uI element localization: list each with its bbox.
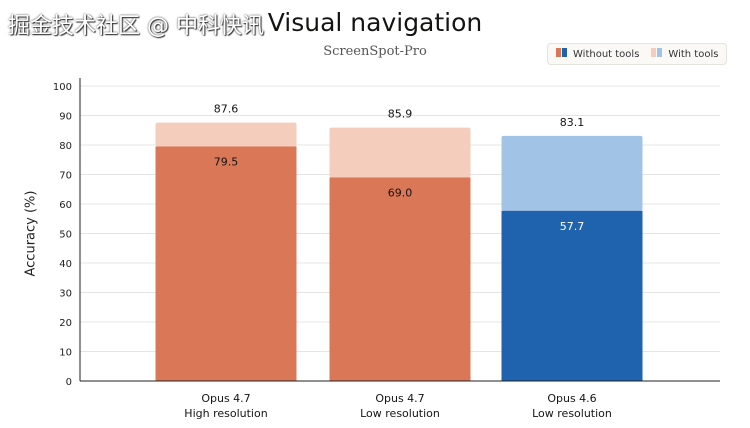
- y-tick-label: 50: [59, 230, 72, 241]
- data-label-without-tools: 79.5: [214, 155, 239, 168]
- x-tick-label-line1: Opus 4.7: [375, 392, 424, 405]
- data-label-with-tools: 85.9: [388, 108, 413, 121]
- y-tick-label: 30: [59, 289, 72, 300]
- y-tick-label: 80: [59, 141, 72, 152]
- chart-subtitle: ScreenSpot-Pro: [323, 44, 427, 59]
- bar-without-tools: [329, 177, 471, 381]
- data-label-without-tools: 57.7: [560, 220, 585, 233]
- legend: Without tools With tools: [547, 43, 728, 65]
- bar-without-tools: [501, 210, 643, 381]
- x-tick-label-line2: High resolution: [184, 407, 267, 420]
- watermark: 掘金技术社区 @ 中科快讯: [8, 14, 264, 39]
- bar-with-tools: [329, 127, 471, 178]
- legend-swatch-without-tools: [556, 48, 567, 60]
- y-tick-label: 20: [59, 318, 72, 329]
- x-tick-label-line1: Opus 4.6: [547, 392, 596, 405]
- y-tick-label: 0: [66, 377, 72, 388]
- legend-swatch-with-tools: [651, 48, 663, 60]
- y-tick-label: 70: [59, 171, 72, 182]
- x-tick-label-line2: Low resolution: [532, 407, 612, 420]
- x-tick-label-line2: Low resolution: [360, 407, 440, 420]
- y-tick-label: 90: [59, 112, 72, 123]
- data-label-without-tools: 69.0: [388, 186, 413, 199]
- x-tick-label-line1: Opus 4.7: [201, 392, 250, 405]
- y-tick-label: 60: [59, 200, 72, 211]
- chart-title: Visual navigation: [267, 8, 483, 37]
- bar-with-tools: [501, 135, 643, 211]
- bar-with-tools: [155, 122, 297, 147]
- data-label-with-tools: 83.1: [560, 116, 585, 129]
- legend-label-without-tools: Without tools: [573, 48, 640, 60]
- legend-label-with-tools: With tools: [668, 48, 719, 60]
- data-label-with-tools: 87.6: [214, 103, 239, 116]
- y-tick-label: 100: [53, 82, 72, 93]
- bar-without-tools: [155, 146, 297, 381]
- y-tick-label: 10: [59, 348, 72, 359]
- y-tick-label: 40: [59, 259, 72, 270]
